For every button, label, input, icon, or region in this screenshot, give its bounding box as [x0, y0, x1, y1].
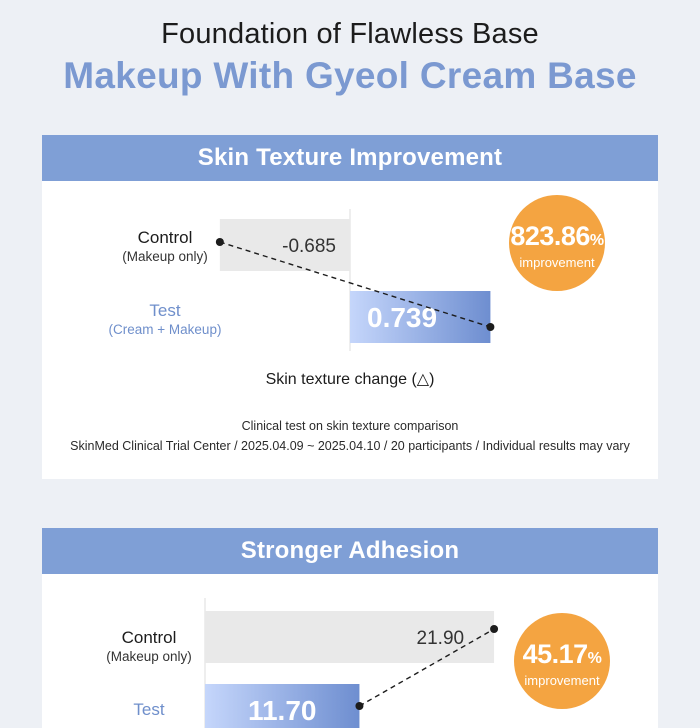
- texture-badge-value: 823.86%: [510, 221, 604, 251]
- texture-value-label-test: 0.739: [367, 302, 437, 333]
- adhesion-control-name: Control: [121, 628, 177, 647]
- texture-trend-line: [219, 241, 491, 328]
- texture-test-sublabel: (Cream + Makeup): [108, 322, 222, 337]
- texture-chart-plot: -0.685 0.739: [215, 209, 495, 351]
- adhesion-badge-value: 45.17%: [522, 639, 602, 669]
- texture-value-label-control: -0.685: [282, 236, 336, 257]
- adhesion-control-label: Control (Makeup only): [64, 628, 234, 666]
- texture-chart-panel: Skin Texture Improvement -0.685 0.739 Con…: [42, 135, 658, 479]
- adhesion-control-sublabel: (Makeup only): [106, 649, 192, 664]
- adhesion-bar-control: [205, 611, 495, 663]
- adhesion-point-test: [355, 702, 364, 710]
- texture-control-name: Control: [137, 228, 193, 247]
- adhesion-point-control: [490, 625, 499, 633]
- headline-title: Makeup With Gyeol Cream Base: [63, 55, 637, 96]
- texture-control-sublabel: (Makeup only): [122, 249, 208, 264]
- texture-footnote-line2: SkinMed Clinical Trial Center / 2025.04.…: [70, 439, 630, 453]
- texture-badge-label: improvement: [519, 255, 595, 270]
- adhesion-chart-title: Stronger Adhesion: [42, 528, 658, 574]
- texture-point-test: [486, 323, 495, 331]
- adhesion-improvement-badge: 45.17% improvement: [514, 613, 610, 709]
- texture-test-label: Test (Cream + Makeup): [80, 301, 250, 339]
- adhesion-value-label-test: 11.70: [248, 695, 317, 726]
- texture-bar-test: [350, 291, 491, 343]
- adhesion-test-name: Test: [133, 700, 165, 719]
- adhesion-test-label: Test: [64, 700, 234, 720]
- texture-improvement-badge: 823.86% improvement: [509, 195, 605, 291]
- adhesion-value-label-control: 21.90: [417, 628, 465, 649]
- adhesion-badge-label: improvement: [524, 673, 600, 688]
- texture-test-name: Test: [149, 301, 181, 320]
- texture-point-control: [215, 238, 224, 246]
- texture-chart-title: Skin Texture Improvement: [42, 135, 658, 181]
- adhesion-chart-panel: Stronger Adhesion 21.90 11.70 Control (Ma…: [42, 528, 658, 728]
- adhesion-trend-line: [359, 628, 495, 707]
- texture-footnote-line1: Clinical test on skin texture comparison: [241, 419, 459, 433]
- headline-subtitle: Foundation of Flawless Base: [161, 18, 539, 50]
- texture-bar-control: [219, 219, 350, 271]
- texture-control-label: Control (Makeup only): [80, 228, 250, 266]
- texture-x-axis-label: Skin texture change (△): [265, 371, 435, 388]
